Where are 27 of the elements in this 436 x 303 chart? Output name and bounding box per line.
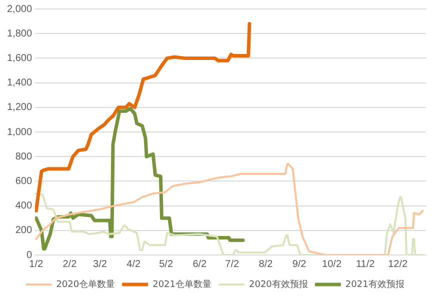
- x-tick-label: 7/2: [225, 258, 240, 270]
- x-tick-label: 9/2: [292, 258, 307, 270]
- y-tick-label: 0: [26, 250, 32, 261]
- x-tick-label: 12/2: [388, 258, 408, 270]
- legend-label: 2021仓单数量: [152, 278, 212, 290]
- y-tick-label: 1,600: [6, 52, 32, 64]
- y-tick-label: 1,000: [6, 126, 32, 138]
- x-tick-label: 2/2: [62, 258, 78, 270]
- y-tick-label: 600: [15, 176, 32, 187]
- legend-label: 2020有效预报: [249, 278, 308, 290]
- x-tick-label: 8/2: [258, 258, 274, 270]
- legend-label: 2021有效预报: [345, 278, 404, 290]
- x-tick-label: 6/2: [192, 258, 208, 270]
- x-tick-label: 11/2: [356, 258, 376, 270]
- y-tick-label: 200: [15, 225, 32, 236]
- y-tick-label: 400: [15, 200, 32, 212]
- y-tick-label: 1,800: [6, 28, 32, 40]
- x-tick-label: 10/2: [322, 258, 342, 270]
- x-tick-label: 3/2: [93, 258, 108, 270]
- y-tick-label: 1,400: [6, 78, 32, 89]
- legend-label: 2020仓单数量: [56, 278, 116, 290]
- x-tick-label: 1/2: [29, 258, 44, 270]
- y-tick-label: 800: [15, 151, 32, 162]
- y-tick-label: 1,200: [6, 102, 32, 114]
- y-tick-label: 2,000: [6, 4, 32, 15]
- x-tick-label: 5/2: [159, 258, 174, 270]
- x-tick-label: 4/2: [126, 258, 141, 270]
